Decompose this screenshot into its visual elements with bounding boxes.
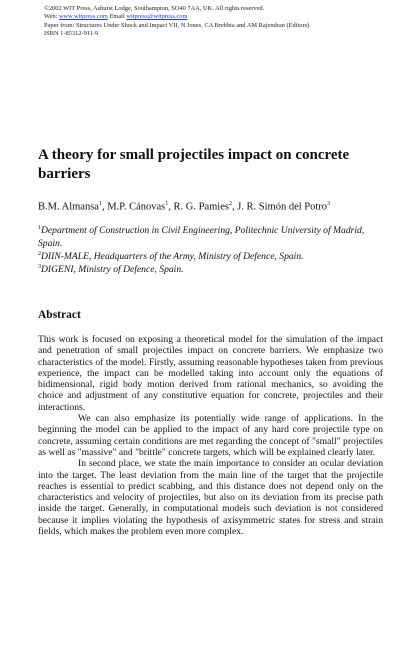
copyright-line: ©2002 WIT Press, Ashurst Lodge, Southamp… [44, 5, 265, 12]
web-link[interactable]: www.witpress.com [58, 13, 108, 21]
email-link[interactable]: witpress@witpress.com [126, 13, 188, 21]
author-affiliation-mark: 3 [327, 201, 331, 207]
email-label: Email [107, 13, 127, 21]
author-affiliation-mark: 2 [228, 201, 232, 207]
affiliation-2: 2DIIN-MALE, Headquarters of the Army, Mi… [38, 248, 383, 264]
abstract-paragraph: This work is focused on exposing a theor… [38, 334, 383, 413]
source-line: Paper from: Structures Under Shock and I… [44, 21, 311, 29]
author-name: , J. R. Simón del Potro [231, 201, 328, 213]
copyright-header: ©2002 WIT Press, Ashurst Lodge, Southamp… [44, 5, 384, 39]
abstract-paragraph: We can also emphasize its potentially wi… [38, 413, 383, 458]
paper-title: A theory for small projectiles impact on… [38, 147, 350, 182]
affiliation-1: 1Department of Construction in Civil Eng… [38, 222, 383, 250]
affiliation-number: 3 [38, 264, 41, 270]
abstract-paragraph: In second place, we state the main impor… [38, 458, 383, 538]
author-list: B.M. Almansa1, M.P. Cánovas1, R. G. Pami… [38, 198, 383, 214]
author-name: , R. G. Pamies [168, 201, 229, 213]
affiliation-3: 3DIGENI, Ministry of Defence, Spain. [38, 261, 383, 277]
abstract-body: This work is focused on exposing a theor… [38, 334, 383, 537]
affiliation-text: Department of Construction in Civil Engi… [38, 225, 365, 249]
author-affiliation-mark: 1 [98, 201, 102, 207]
affiliation-text: DIGENI, Ministry of Defence, Spain. [41, 264, 184, 276]
author-name: B.M. Almansa [38, 201, 99, 213]
author-affiliation-mark: 1 [165, 201, 169, 207]
isbn-line: ISBN 1-85312-911-9 [44, 30, 99, 38]
affiliation-text: DIIN-MALE, Headquarters of the Army, Min… [41, 251, 304, 263]
web-label: Web: [44, 13, 59, 21]
affiliation-number: 2 [38, 251, 41, 257]
contact-line: Web: www.witpress.com Email witpress@wit… [44, 13, 384, 21]
abstract-heading: Abstract [38, 309, 81, 321]
author-name: , M.P. Cánovas [101, 201, 166, 213]
affiliation-number: 1 [38, 225, 41, 231]
